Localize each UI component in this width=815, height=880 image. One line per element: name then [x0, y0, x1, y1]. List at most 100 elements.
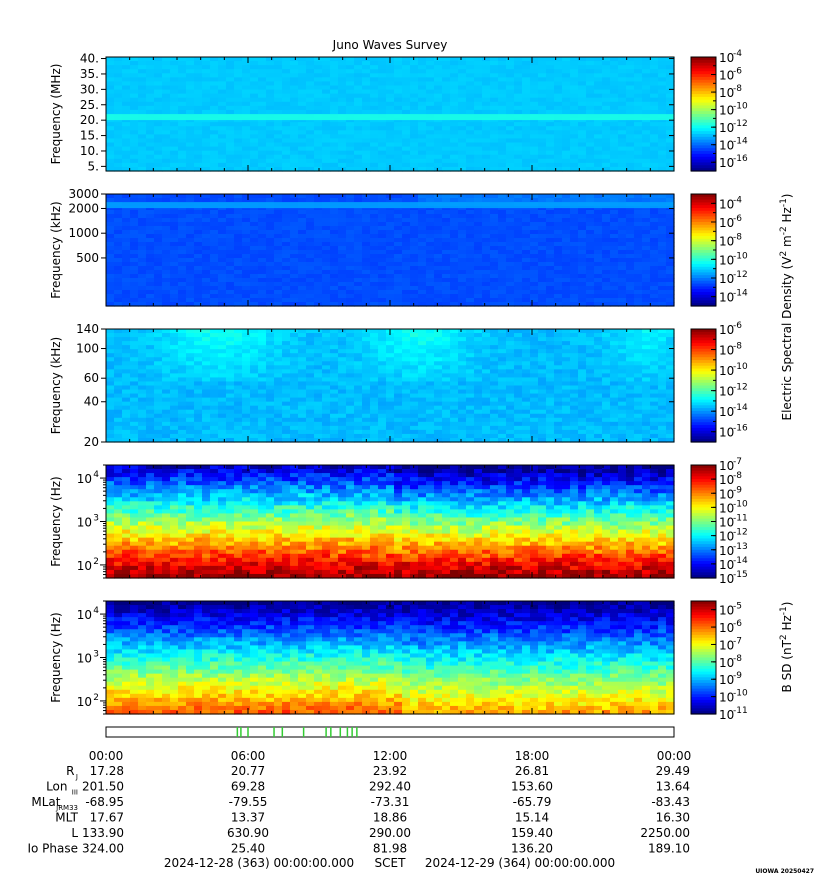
heatmap-cell: [354, 345, 363, 350]
heatmap-cell: [178, 298, 187, 303]
heatmap-cell: [562, 198, 571, 203]
heatmap-cell: [114, 349, 123, 354]
heatmap-cell: [658, 81, 667, 87]
heatmap-cell: [578, 365, 587, 370]
heatmap-cell: [578, 194, 587, 199]
heatmap-cell: [394, 206, 403, 211]
heatmap-cell: [306, 278, 315, 283]
heatmap-cell: [266, 101, 275, 107]
heatmap-cell: [522, 93, 531, 99]
heatmap-cell: [562, 254, 571, 259]
heatmap-cell: [586, 146, 595, 152]
heatmap-cell: [434, 230, 443, 235]
heatmap-cell: [490, 210, 499, 215]
heatmap-cell: [306, 166, 315, 172]
heatmap-cell: [322, 61, 331, 66]
heatmap-cell: [538, 286, 547, 291]
heatmap-cell: [114, 361, 123, 366]
heatmap-cell: [530, 85, 539, 91]
heatmap-cell: [474, 162, 483, 168]
heatmap-cell: [338, 266, 347, 271]
heatmap-cell: [642, 118, 651, 123]
heatmap-cell: [626, 138, 635, 144]
heatmap-cell: [610, 294, 619, 299]
heatmap-cell: [426, 194, 435, 199]
heatmap-cell: [298, 97, 307, 103]
colorbar-step: [691, 222, 716, 226]
heatmap-cell: [530, 238, 539, 243]
heatmap-cell: [634, 97, 643, 103]
heatmap-cell: [402, 198, 411, 203]
heatmap-cell: [570, 194, 579, 199]
heatmap-cell: [642, 238, 651, 243]
heatmap-cell: [562, 242, 571, 247]
heatmap-cell: [114, 105, 123, 111]
heatmap-cell: [490, 81, 499, 87]
heatmap-cell: [450, 162, 459, 168]
colorbar-step: [691, 241, 716, 245]
heatmap-cell: [650, 222, 659, 227]
heatmap-cell: [146, 329, 155, 334]
heatmap-cell: [466, 234, 475, 239]
heatmap-cell: [546, 85, 555, 91]
heatmap-cell: [282, 81, 291, 87]
panel-3-heatmap: [106, 329, 675, 443]
heatmap-cell: [314, 258, 323, 263]
heatmap-cell: [146, 302, 155, 307]
heatmap-cell: [250, 65, 259, 70]
heatmap-cell: [122, 210, 131, 215]
heatmap-cell: [330, 329, 339, 334]
heatmap-cell: [178, 57, 187, 62]
colorbar-tick-label: 10: [719, 253, 734, 267]
heatmap-cell: [490, 101, 499, 107]
colorbar-step: [691, 131, 716, 135]
heatmap-cell: [274, 274, 283, 279]
heatmap-cell: [650, 298, 659, 303]
heatmap-cell: [234, 101, 243, 107]
heatmap-cell: [314, 274, 323, 279]
heatmap-cell: [458, 93, 467, 99]
heatmap-cell: [122, 81, 131, 87]
heatmap-cell: [370, 97, 379, 103]
heatmap-cell: [618, 109, 627, 115]
heatmap-cell: [434, 294, 443, 299]
heatmap-cell: [330, 361, 339, 366]
heatmap-cell: [370, 234, 379, 239]
heatmap-cell: [554, 57, 563, 62]
heatmap-cell: [650, 89, 659, 95]
heatmap-cell: [546, 118, 555, 123]
heatmap-cell: [122, 234, 131, 239]
heatmap-cell: [410, 194, 419, 199]
heatmap-cell: [522, 214, 531, 219]
heatmap-cell: [474, 278, 483, 283]
heatmap-cell: [458, 353, 467, 358]
heatmap-cell: [130, 238, 139, 243]
heatmap-cell: [122, 77, 131, 83]
heatmap-cell: [274, 81, 283, 87]
heatmap-cell: [578, 146, 587, 152]
heatmap-cell: [354, 126, 363, 131]
heatmap-cell: [394, 218, 403, 223]
heatmap-cell: [338, 222, 347, 227]
heatmap-cell: [554, 302, 563, 307]
heatmap-cell: [298, 210, 307, 215]
heatmap-cell: [626, 77, 635, 83]
heatmap-cell: [290, 238, 299, 243]
heatmap-cell: [450, 146, 459, 152]
heatmap-cell: [586, 101, 595, 107]
heatmap-cell: [570, 218, 579, 223]
heatmap-cell: [666, 341, 675, 346]
heatmap-cell: [610, 361, 619, 366]
heatmap-cell: [322, 57, 331, 62]
heatmap-cell: [394, 122, 403, 127]
heatmap-cell: [130, 214, 139, 219]
heatmap-cell: [530, 158, 539, 164]
heatmap-cell: [450, 130, 459, 135]
heatmap-cell: [418, 242, 427, 247]
heatmap-cell: [274, 250, 283, 255]
heatmap-cell: [322, 97, 331, 103]
heatmap-cell: [578, 118, 587, 123]
heatmap-cell: [418, 278, 427, 283]
heatmap-cell: [426, 214, 435, 219]
colorbar-step: [691, 219, 716, 223]
